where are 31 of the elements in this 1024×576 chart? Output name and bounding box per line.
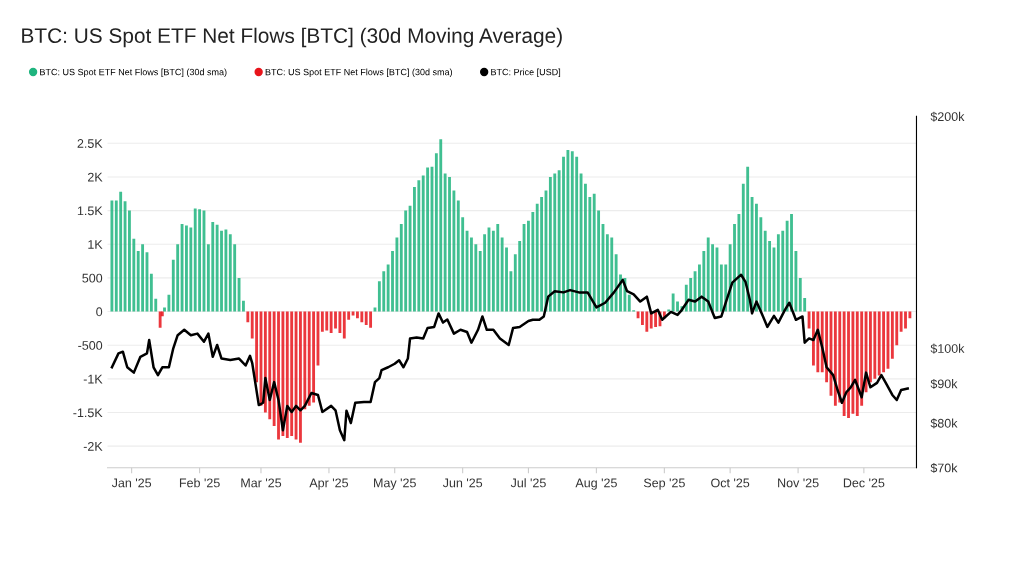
x-tick-label: Dec '25: [843, 478, 885, 488]
y-tick-label: 2K: [88, 172, 103, 182]
x-tick-label: Jul '25: [510, 478, 546, 488]
x-tick-label: Mar '25: [241, 478, 282, 488]
x-tick-label: Sep '25: [643, 478, 685, 490]
y-tick-label: 1.5K: [77, 206, 103, 216]
y-tick-label: 2.5K: [77, 139, 103, 148]
x-tick-label: May '25: [374, 478, 416, 490]
y2-tick-label: $90k: [930, 378, 958, 389]
chart-title: BTC: US Spot ETF Net Flows [BTC] (30d Moving Average): [22, 27, 562, 48]
x-tick-label: Aug '25: [575, 478, 617, 490]
y2-tick-label: $70k: [930, 462, 958, 474]
y-tick-label: -1.5K: [73, 408, 103, 418]
x-tick-label: Feb '25: [179, 478, 220, 488]
x-tick-label: Oct '25: [711, 478, 750, 488]
y-tick-label: -2K: [83, 441, 103, 451]
x-tick-label: Jun '25: [442, 478, 483, 488]
legend-label: BTC: US Spot ETF Net Flows [BTC] (30d sma): [265, 68, 453, 78]
y2-tick-label: $80k: [930, 418, 958, 429]
x-tick-label: Nov '25: [778, 478, 819, 488]
y2-tick-label: $200k: [930, 111, 965, 122]
y-tick-label: 0: [96, 307, 103, 317]
y2-tick-label: $100k: [930, 343, 965, 354]
x-tick-label: Apr '25: [309, 478, 349, 490]
legend-label: BTC: Price [USD]: [491, 68, 561, 78]
legend-label: BTC: US Spot ETF Net Flows [BTC] (30d sma): [40, 68, 227, 78]
y-tick-label: 500: [82, 273, 103, 283]
y-tick-label: 1K: [88, 240, 103, 249]
y-tick-label: -1K: [83, 374, 103, 384]
x-tick-label: Jan '25: [111, 478, 152, 488]
y-tick-label: -500: [78, 341, 103, 350]
